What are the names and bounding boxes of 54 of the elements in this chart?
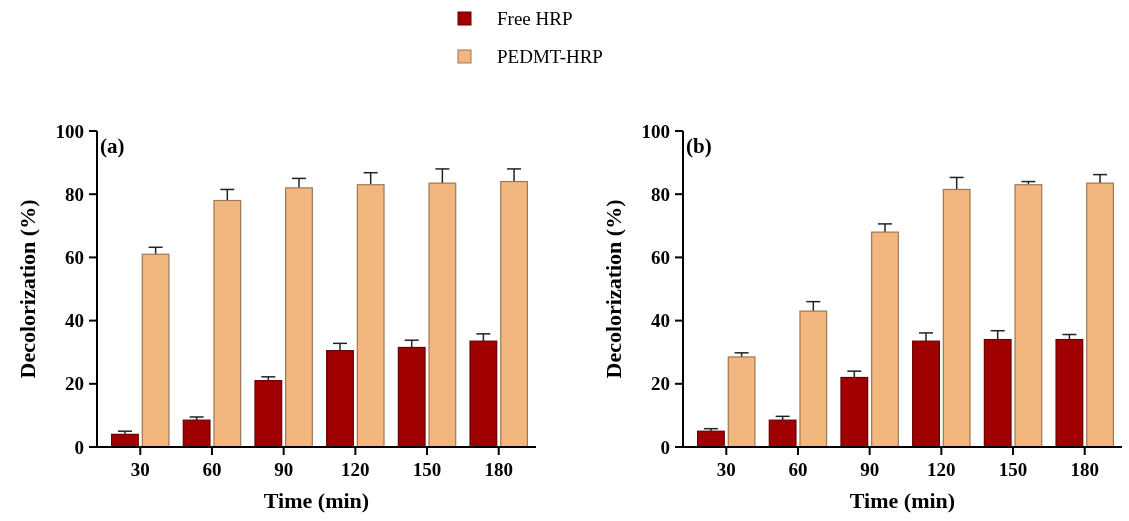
x-tick-label: 120 <box>341 459 370 480</box>
bar <box>500 180 528 448</box>
bar <box>1086 182 1114 448</box>
bar <box>356 184 385 448</box>
x-tick-label: 150 <box>998 459 1028 480</box>
y-tick-label: 80 <box>65 183 84 205</box>
bar <box>768 419 797 448</box>
y-tick-label: 60 <box>651 247 670 269</box>
bar <box>254 380 283 448</box>
y-tick-label: 20 <box>65 373 84 395</box>
bar <box>799 310 828 448</box>
y-tick-label: 20 <box>651 373 670 395</box>
bar <box>1014 184 1043 448</box>
y-tick-label: 100 <box>55 120 84 142</box>
chart-title: (a) <box>100 134 125 158</box>
x-tick-label: 60 <box>202 459 222 480</box>
x-axis-title: Time (min) <box>849 488 956 513</box>
bar <box>983 338 1012 448</box>
x-tick-label: 120 <box>927 459 956 480</box>
x-axis-title: Time (min) <box>263 488 370 513</box>
bar <box>942 188 971 448</box>
legend-label: PEDMT-HRP <box>497 45 603 67</box>
bar <box>397 346 426 448</box>
y-tick-label: 80 <box>651 183 670 205</box>
y-tick-label: 100 <box>641 120 670 142</box>
x-tick-label: 90 <box>274 459 294 480</box>
bar <box>141 253 170 448</box>
x-tick-label: 30 <box>716 459 736 480</box>
y-tick-label: 0 <box>74 436 84 458</box>
x-tick-label: 60 <box>788 459 808 480</box>
bar <box>182 419 211 448</box>
bar <box>428 182 457 448</box>
bar <box>213 199 242 448</box>
x-tick-label: 180 <box>1070 459 1099 480</box>
y-axis-title: Decolorization (%) <box>15 199 40 379</box>
chart-title: (b) <box>686 134 712 158</box>
bar <box>326 350 354 448</box>
bar <box>1055 338 1084 448</box>
bar <box>840 376 869 448</box>
bar <box>871 231 899 448</box>
bar <box>469 340 498 448</box>
y-tick-label: 60 <box>65 247 84 269</box>
x-tick-label: 30 <box>130 459 150 480</box>
x-tick-label: 180 <box>484 459 513 480</box>
y-tick-label: 40 <box>65 310 84 332</box>
bar <box>727 356 756 448</box>
y-tick-label: 0 <box>660 436 670 458</box>
y-axis-title: Decolorization (%) <box>601 199 626 379</box>
bar <box>912 340 940 448</box>
legend-label: Free HRP <box>497 7 573 29</box>
y-tick-label: 40 <box>651 310 670 332</box>
x-tick-label: 90 <box>860 459 880 480</box>
bar <box>285 187 313 448</box>
x-tick-label: 150 <box>412 459 442 480</box>
